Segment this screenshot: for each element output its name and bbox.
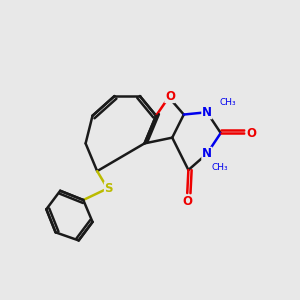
Text: O: O [165, 90, 175, 103]
Text: N: N [202, 147, 212, 160]
Text: O: O [246, 127, 256, 140]
Text: CH₃: CH₃ [220, 98, 236, 107]
Text: CH₃: CH₃ [212, 163, 228, 172]
Text: S: S [104, 182, 113, 195]
Text: O: O [182, 195, 192, 208]
Text: N: N [202, 106, 212, 119]
